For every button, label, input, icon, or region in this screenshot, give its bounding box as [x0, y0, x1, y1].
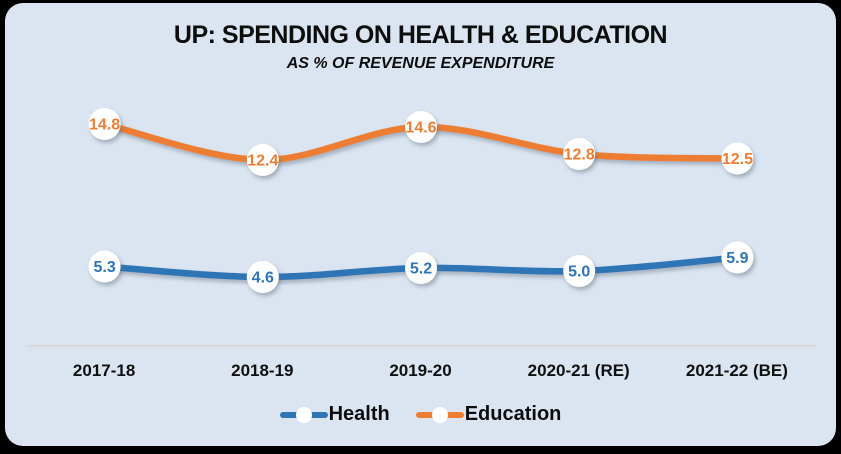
data-point-label-education: 14.8 [89, 117, 120, 134]
data-point-label-health: 5.3 [93, 259, 115, 276]
x-axis-label: 2019-20 [389, 361, 452, 380]
chart-panel [5, 3, 836, 446]
legend-label: Health [328, 403, 390, 425]
legend: Health Education [0, 403, 841, 426]
x-axis: 2017-18 2018-19 2019-20 2020-21 (RE) 2021-22… [25, 359, 816, 383]
chart-title: UP: SPENDING ON HEALTH & EDUCATION [173, 21, 668, 49]
legend-item-health: Health [279, 403, 390, 426]
data-point-label-health: 4.6 [252, 270, 274, 287]
data-point-marker-health [88, 250, 121, 283]
data-point-marker-education [405, 111, 437, 143]
x-axis-label: 2018-19 [231, 361, 294, 380]
data-point-marker-education [563, 138, 596, 170]
data-point-label-health: 5.2 [410, 261, 432, 278]
data-point-marker-education [721, 142, 754, 175]
plot-area: 5.3 4.6 5.2 5.0 5.9 14.8 12.4 14.6 12.8 12.5 [25, 108, 817, 347]
data-point-marker-health [246, 261, 279, 293]
data-point-marker-health [721, 241, 754, 274]
data-point-marker-health [563, 255, 596, 287]
data-point-label-health: 5.9 [726, 250, 748, 267]
data-point-marker-education [88, 108, 121, 140]
data-point-label-health: 5.0 [568, 264, 590, 281]
data-point-marker-education [246, 144, 279, 176]
data-point-label-education: 14.6 [405, 120, 436, 137]
legend-marker-education-icon [415, 406, 464, 423]
data-point-label-education: 12.5 [722, 151, 753, 168]
x-axis-label: 2021-22 (BE) [685, 361, 788, 380]
legend-item-education: Education [415, 403, 562, 426]
data-point-label-education: 12.4 [247, 153, 278, 170]
data-point-marker-health [405, 252, 437, 284]
legend-label: Education [464, 403, 562, 425]
x-axis-label: 2020-21 (RE) [527, 361, 630, 380]
legend-marker-health-icon [279, 406, 328, 423]
data-point-label-education: 12.8 [564, 147, 595, 164]
chart-subtitle: AS % OF REVENUE EXPENDITURE [286, 55, 555, 72]
x-axis-label: 2017-18 [72, 361, 136, 380]
